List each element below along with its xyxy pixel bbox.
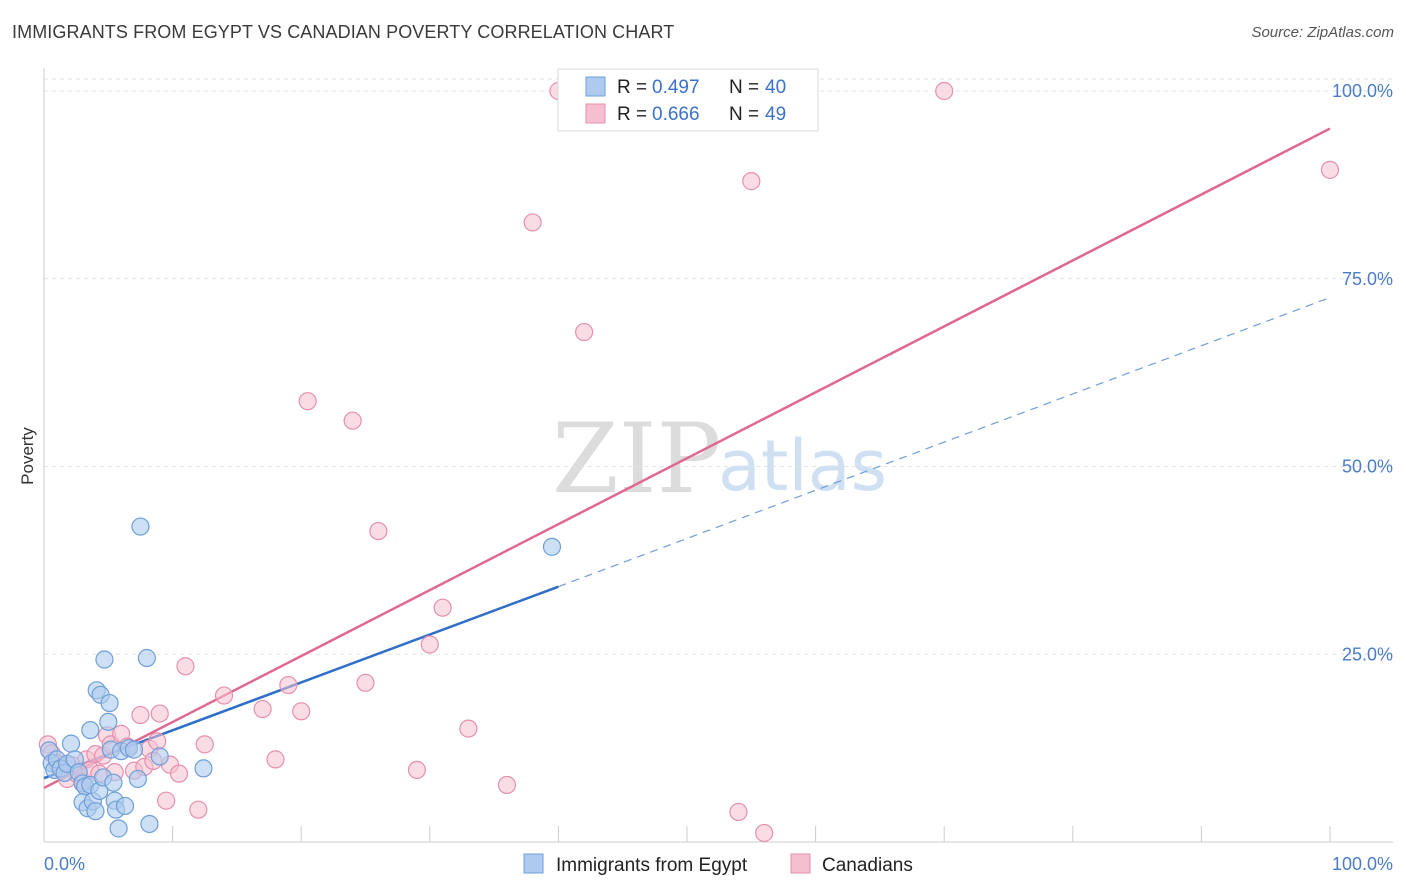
point-canadians-52 [1320, 160, 1340, 179]
trendline-canadians [43, 127, 1331, 790]
watermark-atlas: atlas [718, 425, 887, 507]
point-canadians-40 [407, 760, 427, 780]
legend-n-value-canadians: 49 [765, 104, 786, 125]
point-canadians-34 [279, 675, 298, 695]
legend: R = 0.497 N = 40 R = 0.666 N = 49 [557, 68, 819, 132]
point-egypt-17 [86, 802, 105, 821]
point-egypt-26 [104, 773, 123, 792]
chart-source: Source: ZipAtlas.com [1251, 24, 1394, 41]
point-egypt-40 [542, 537, 562, 556]
y-tick-label-3: 100.0% [1332, 81, 1393, 101]
point-canadians-24 [150, 704, 169, 723]
point-canadians-35 [292, 702, 311, 721]
point-canadians-51 [935, 81, 954, 101]
point-canadians-37 [343, 411, 362, 430]
point-egypt-23 [100, 693, 119, 713]
x-tick-labels: 0.0% 100.0% [44, 854, 1393, 874]
point-canadians-32 [253, 699, 272, 719]
point-canadians-19 [131, 705, 150, 725]
point-egypt-35 [131, 517, 150, 536]
point-egypt-31 [115, 796, 135, 816]
point-egypt-37 [140, 814, 159, 834]
legend-r-value-egypt: 0.497 [652, 77, 700, 98]
point-canadians-44 [497, 775, 517, 795]
grid [44, 78, 1393, 655]
point-canadians-47 [575, 322, 594, 342]
point-egypt-29 [109, 819, 128, 838]
point-canadians-23 [148, 732, 167, 751]
chart-title: IMMIGRANTS FROM EGYPT VS CANADIAN POVERT… [12, 22, 675, 42]
legend-r-label-egypt: R = [617, 77, 647, 98]
legend-r-value-canadians: 0.666 [652, 104, 700, 125]
point-canadians-29 [189, 800, 208, 819]
point-egypt-34 [128, 769, 147, 789]
bottom-legend-label-egypt: Immigrants from Egypt [556, 855, 748, 876]
watermark: ZIP atlas [552, 403, 887, 515]
y-tick-label-1: 50.0% [1342, 457, 1393, 477]
point-egypt-36 [137, 648, 156, 668]
point-egypt-24 [99, 712, 118, 731]
point-canadians-50 [755, 823, 774, 843]
y-tick-label-0: 25.0% [1342, 644, 1393, 664]
x-tick-label-max: 100.0% [1332, 854, 1393, 874]
y-tick-labels: 25.0% 50.0% 75.0% 100.0% [1332, 81, 1393, 664]
point-canadians-48 [729, 802, 748, 822]
point-canadians-27 [169, 764, 189, 783]
trendline-egypt-extension [558, 296, 1331, 588]
legend-n-value-egypt: 40 [765, 77, 786, 98]
legend-swatch-egypt [585, 76, 606, 97]
point-canadians-43 [459, 719, 478, 738]
x-tick-label-min: 0.0% [44, 854, 85, 874]
legend-r-label-canadians: R = [617, 104, 647, 125]
bottom-legend-swatch-canadians [790, 853, 811, 874]
point-egypt-38 [150, 747, 169, 766]
point-canadians-39 [369, 521, 388, 541]
point-canadians-30 [195, 735, 214, 754]
point-egypt-33 [124, 740, 144, 759]
point-canadians-49 [742, 172, 761, 191]
point-canadians-41 [420, 635, 439, 654]
data-points [38, 81, 1340, 843]
axes [43, 68, 1393, 843]
legend-n-label-egypt: N = [729, 77, 759, 98]
point-egypt-22 [95, 650, 114, 669]
legend-swatch-canadians [585, 103, 606, 124]
point-canadians-33 [266, 750, 285, 769]
point-canadians-38 [356, 673, 375, 692]
trendlines [43, 127, 1331, 790]
watermark-zip: ZIP [552, 403, 721, 515]
point-egypt-39 [194, 759, 213, 778]
point-egypt-7 [61, 734, 81, 753]
bottom-legend-swatch-egypt [523, 853, 544, 874]
legend-n-label-canadians: N = [729, 104, 759, 125]
y-tick-label-2: 75.0% [1342, 269, 1393, 289]
point-canadians-25 [157, 791, 176, 810]
point-canadians-31 [214, 686, 234, 705]
point-egypt-16 [81, 721, 100, 740]
point-canadians-36 [298, 392, 317, 411]
point-canadians-42 [433, 598, 452, 617]
bottom-legend-label-canadians: Canadians [822, 855, 913, 876]
point-canadians-45 [523, 213, 542, 232]
bottom-legend: Immigrants from Egypt Canadians [523, 853, 913, 876]
point-canadians-28 [176, 657, 195, 676]
